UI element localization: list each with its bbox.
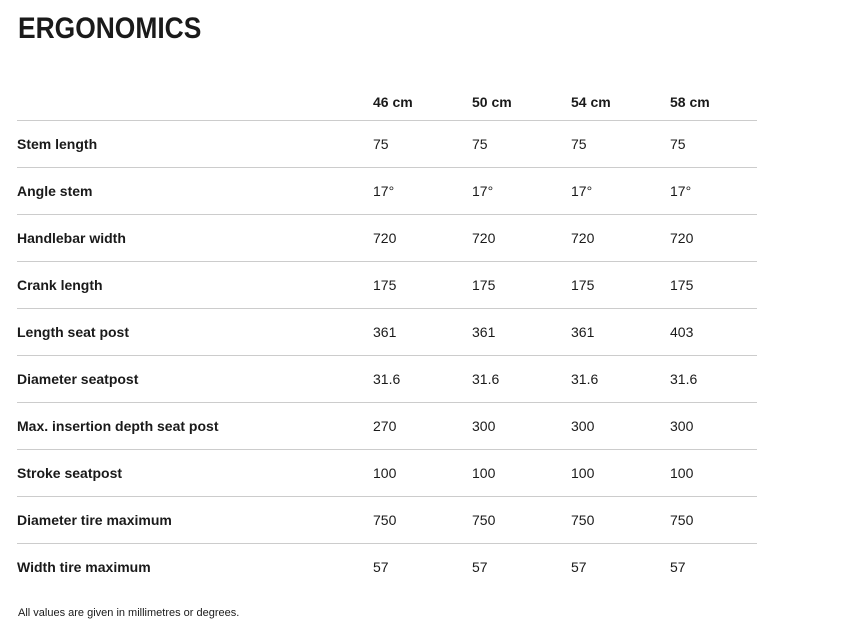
value-cell: 361 xyxy=(373,308,472,356)
value-cell: 361 xyxy=(472,308,571,356)
value-cell: 57 xyxy=(571,559,587,575)
table-row: Stem length 75 75 75 75 xyxy=(17,120,757,168)
row-label: Stroke seatpost xyxy=(17,449,373,497)
value-cell: 57 xyxy=(373,559,389,575)
value-cell: 720 xyxy=(670,214,757,262)
column-header: 46 cm xyxy=(373,83,472,121)
row-label: Handlebar width xyxy=(17,214,373,262)
table-row: Stroke seatpost 100 100 100 100 xyxy=(17,449,757,497)
value-cell: 17° xyxy=(472,167,571,215)
value-cell: 175 xyxy=(670,261,757,309)
column-header: 58 cm xyxy=(670,83,757,121)
table-body: Stem length 75 75 75 75 Angle stem 17° 17° 17° 17… xyxy=(17,120,757,591)
value-cell: 361 xyxy=(571,308,670,356)
value-cell: 403 xyxy=(670,308,757,356)
column-header: 50 cm xyxy=(472,83,571,121)
column-header: 54 cm xyxy=(571,83,670,121)
value-cell: 750 xyxy=(472,496,571,544)
value-cell: 750 xyxy=(373,496,472,544)
value-cell: 175 xyxy=(373,261,472,309)
value-cell: 100 xyxy=(571,449,670,497)
value-cell: 57 xyxy=(472,559,488,575)
value-cell: 17° xyxy=(670,167,757,215)
value-cell: 31.6 xyxy=(670,355,757,403)
table-row: Max. insertion depth seat post 270 300 300 3… xyxy=(17,402,757,450)
row-label: Stem length xyxy=(17,120,373,168)
value-cell: 75 xyxy=(571,120,670,168)
value-cell: 720 xyxy=(373,214,472,262)
row-label: Diameter tire maximum xyxy=(17,496,373,544)
value-cell: 750 xyxy=(571,496,670,544)
row-label: Max. insertion depth seat post xyxy=(17,402,373,450)
footnote: All values are given in millimetres or d… xyxy=(18,607,240,619)
value-cell: 57 xyxy=(670,559,686,575)
value-cell: 300 xyxy=(571,402,670,450)
value-cell: 175 xyxy=(472,261,571,309)
value-cell: 100 xyxy=(670,449,757,497)
value-cell: 270 xyxy=(373,402,472,450)
value-cell: 720 xyxy=(472,214,571,262)
table-row: Diameter seatpost 31.6 31.6 31.6 31.6 xyxy=(17,355,757,403)
value-cell: 31.6 xyxy=(373,355,472,403)
table-row: Handlebar width 720 720 720 720 xyxy=(17,214,757,262)
value-cell: 31.6 xyxy=(472,355,571,403)
table-row: Width tire maximum 57 57 57 57 xyxy=(17,544,757,591)
value-cell: 75 xyxy=(670,120,757,168)
value-cell: 100 xyxy=(373,449,472,497)
table-row: Angle stem 17° 17° 17° 17° xyxy=(17,167,757,215)
row-label: Angle stem xyxy=(17,167,373,215)
value-cell: 75 xyxy=(373,120,472,168)
row-label: Width tire maximum xyxy=(17,559,151,575)
table-row: Crank length 175 175 175 175 xyxy=(17,261,757,309)
value-cell: 17° xyxy=(373,167,472,215)
table-row: Diameter tire maximum 750 750 750 750 xyxy=(17,496,757,544)
value-cell: 300 xyxy=(472,402,571,450)
row-label: Diameter seatpost xyxy=(17,355,373,403)
header-empty-cell xyxy=(17,83,373,121)
value-cell: 75 xyxy=(472,120,571,168)
row-label: Length seat post xyxy=(17,308,373,356)
value-cell: 300 xyxy=(670,402,757,450)
value-cell: 750 xyxy=(670,496,757,544)
value-cell: 100 xyxy=(472,449,571,497)
value-cell: 31.6 xyxy=(571,355,670,403)
table-row: Length seat post 361 361 361 403 xyxy=(17,308,757,356)
ergonomics-spec-table: 46 cm 50 cm 54 cm 58 cm Stem length 75 75 75 75… xyxy=(17,83,757,590)
value-cell: 175 xyxy=(571,261,670,309)
table-header-row: 46 cm 50 cm 54 cm 58 cm xyxy=(17,83,757,121)
ergonomics-page: ERGONOMICS 46 cm 50 cm 54 cm 58 cm Stem len… xyxy=(17,12,757,619)
value-cell: 17° xyxy=(571,167,670,215)
row-label: Crank length xyxy=(17,261,373,309)
page-title: ERGONOMICS xyxy=(18,12,202,45)
value-cell: 720 xyxy=(571,214,670,262)
